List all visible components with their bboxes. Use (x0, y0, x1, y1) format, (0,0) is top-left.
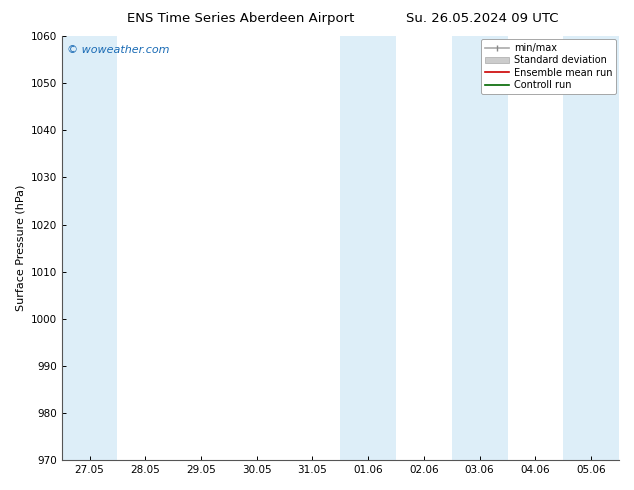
Text: Su. 26.05.2024 09 UTC: Su. 26.05.2024 09 UTC (406, 12, 558, 25)
Text: ENS Time Series Aberdeen Airport: ENS Time Series Aberdeen Airport (127, 12, 354, 25)
Bar (563, 36, 619, 460)
Y-axis label: Surface Pressure (hPa): Surface Pressure (hPa) (15, 185, 25, 311)
Bar (340, 36, 396, 460)
Legend: min/max, Standard deviation, Ensemble mean run, Controll run: min/max, Standard deviation, Ensemble me… (481, 39, 616, 94)
Bar (452, 36, 508, 460)
Text: © woweather.com: © woweather.com (67, 45, 170, 54)
Bar (61, 36, 117, 460)
